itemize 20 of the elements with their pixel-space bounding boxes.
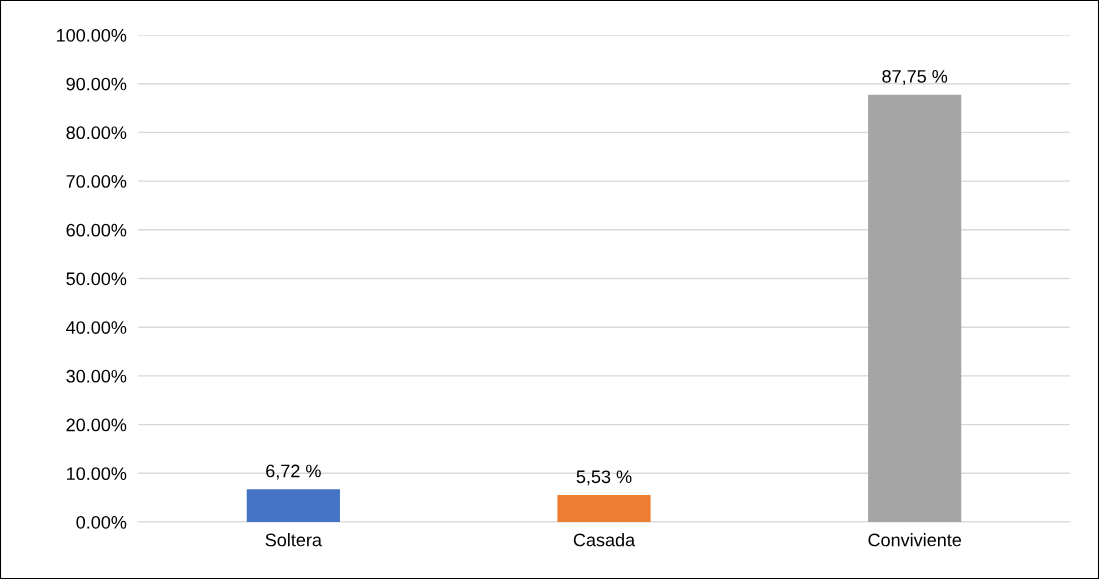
y-tick-label: 50.00% xyxy=(66,272,127,286)
y-tick-label: 70.00% xyxy=(66,175,127,188)
y-tick-label: 0.00% xyxy=(76,515,127,529)
y-tick-label: 30.00% xyxy=(66,369,127,383)
y-tick-label: 100.00% xyxy=(56,28,127,42)
bar xyxy=(246,489,340,522)
x-tick-label: Casada xyxy=(573,533,636,547)
y-tick-label: 60.00% xyxy=(66,223,127,237)
y-tick-label: 20.00% xyxy=(66,418,127,432)
bar xyxy=(557,495,651,522)
y-tick-label: 40.00% xyxy=(66,321,127,334)
data-label: 5,53 % xyxy=(576,470,632,486)
y-tick-label: 90.00% xyxy=(66,77,127,91)
x-tick-label: Soltera xyxy=(265,533,322,547)
data-label: 87,75 % xyxy=(882,69,948,85)
y-tick-label: 80.00% xyxy=(66,126,127,140)
y-tick-label: 10.00% xyxy=(67,467,127,481)
bar xyxy=(868,94,962,522)
data-label: 6,72 % xyxy=(266,464,321,480)
x-tick-label: Conviviente xyxy=(868,533,962,547)
